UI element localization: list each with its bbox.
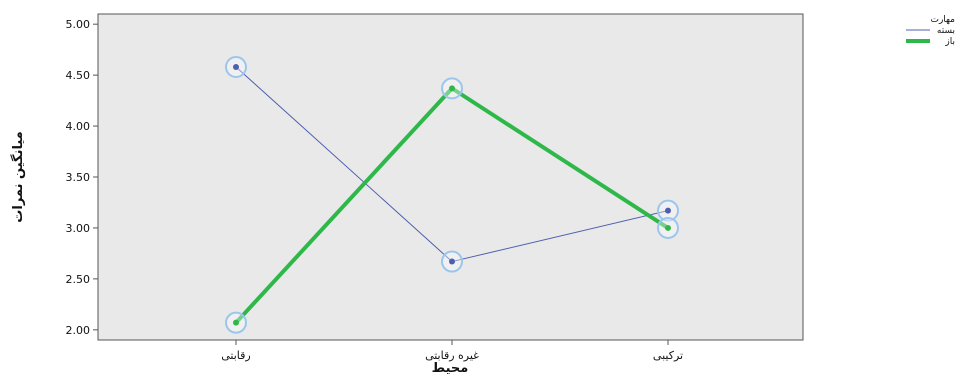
y-tick-label: 2.00 xyxy=(66,324,91,337)
y-tick-label: 3.00 xyxy=(66,222,91,235)
data-point xyxy=(665,224,671,231)
data-point xyxy=(665,207,671,214)
series-layer xyxy=(225,55,679,334)
plot-area xyxy=(97,13,804,341)
y-axis: 2.00 2.50 3.00 3.50 4.00 4.50 5.00 xyxy=(66,18,98,337)
data-point xyxy=(449,85,455,92)
legend-label-2: باز xyxy=(944,37,955,47)
data-point xyxy=(233,319,239,326)
x-axis-title: محیط xyxy=(432,361,469,376)
y-tick-label: 5.00 xyxy=(66,18,91,31)
legend-label-1: بسته xyxy=(937,26,955,36)
data-point xyxy=(233,63,239,70)
y-tick-label: 3.50 xyxy=(66,171,91,184)
x-tick-label: رقابتی xyxy=(221,349,250,362)
y-tick-label: 2.50 xyxy=(66,273,91,286)
x-tick-label: غیره رقابتی xyxy=(425,349,479,362)
data-point xyxy=(449,258,455,265)
legend-title: مهارت xyxy=(930,15,955,25)
x-axis: رقابتی غیره رقابتی ترکیبی xyxy=(221,340,683,362)
y-axis-title: میانگین نمرات xyxy=(10,131,26,222)
y-tick-label: 4.00 xyxy=(66,120,91,133)
x-tick-label: ترکیبی xyxy=(653,349,683,362)
y-tick-label: 4.50 xyxy=(66,69,91,82)
